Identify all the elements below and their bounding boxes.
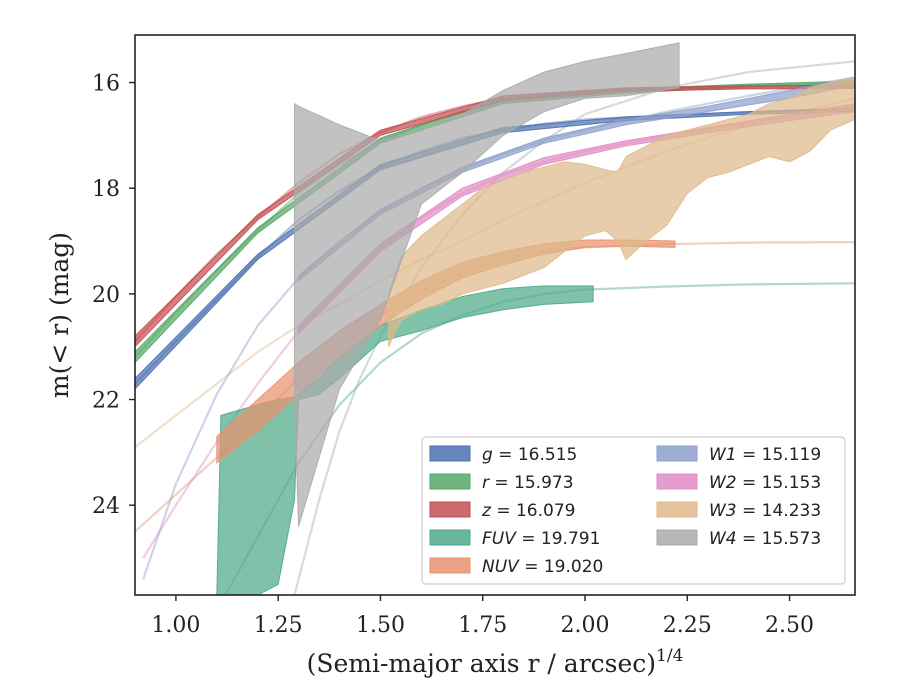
legend-label: r = 15.973 bbox=[482, 473, 574, 493]
plot-frame bbox=[134, 34, 856, 596]
y-tick-label: 22 bbox=[92, 389, 120, 414]
legend-label: W3 = 14.233 bbox=[709, 501, 821, 521]
x-tick-label: 1.25 bbox=[254, 613, 303, 638]
legend-label: NUV = 19.020 bbox=[482, 557, 603, 577]
legend-swatch bbox=[656, 473, 698, 490]
legend-swatch bbox=[656, 445, 698, 462]
y-tick-label: 24 bbox=[92, 494, 120, 519]
y-tick-label: 16 bbox=[92, 72, 120, 97]
y-axis-ticks: 16 18 20 22 24 bbox=[92, 72, 135, 519]
x-tick-label: 1.75 bbox=[458, 613, 507, 638]
legend-item-g: g = 16.515 bbox=[429, 445, 577, 465]
legend-item-nuv: NUV = 19.020 bbox=[429, 557, 603, 577]
legend-item-w1: W1 = 15.119 bbox=[656, 445, 821, 465]
legend-item-w4: W4 = 15.573 bbox=[656, 529, 821, 549]
legend-swatch bbox=[429, 473, 471, 490]
band-w3 bbox=[388, 76, 855, 347]
y-axis-label: m(< r) (mag) bbox=[45, 232, 74, 398]
legend-label: W1 = 15.119 bbox=[709, 445, 821, 465]
x-tick-label: 2.00 bbox=[561, 613, 610, 638]
legend-swatch bbox=[429, 557, 471, 574]
x-tick-label: 1.00 bbox=[151, 613, 200, 638]
legend-swatch bbox=[429, 529, 471, 546]
band-w2 bbox=[298, 103, 855, 335]
legend-item-w2: W2 = 15.153 bbox=[656, 473, 821, 493]
x-tick-label: 2.25 bbox=[663, 613, 712, 638]
legend: g = 16.515 r = 15.973 z = 16.079 FUV = 19.7… bbox=[421, 436, 846, 585]
legend-item-z: z = 16.079 bbox=[429, 501, 575, 521]
x-tick-label: 2.50 bbox=[765, 613, 814, 638]
legend-swatch bbox=[429, 445, 471, 462]
legend-box bbox=[421, 436, 846, 585]
legend-label: g = 16.515 bbox=[482, 445, 577, 465]
legend-swatch bbox=[656, 529, 698, 546]
legend-swatch bbox=[429, 501, 471, 518]
legend-item-r: r = 15.973 bbox=[429, 473, 574, 493]
band-w4 bbox=[294, 42, 680, 527]
legend-item-fuv: FUV = 19.791 bbox=[429, 529, 600, 549]
y-tick-label: 18 bbox=[92, 177, 120, 202]
x-axis-label: (Semi-major axis r / arcsec)1/4 bbox=[307, 646, 684, 678]
y-tick-label: 20 bbox=[92, 283, 120, 308]
legend-item-w3: W3 = 14.233 bbox=[656, 501, 821, 521]
legend-label: FUV = 19.791 bbox=[482, 529, 600, 549]
legend-label: W4 = 15.573 bbox=[709, 529, 821, 549]
legend-swatch bbox=[656, 501, 698, 518]
x-axis-ticks: 1.00 1.25 1.50 1.75 2.00 2.25 2.50 bbox=[151, 595, 814, 638]
series-layer bbox=[135, 42, 855, 595]
legend-label: W2 = 15.153 bbox=[709, 473, 821, 493]
x-tick-label: 1.50 bbox=[356, 613, 405, 638]
legend-label: z = 16.079 bbox=[481, 501, 575, 521]
